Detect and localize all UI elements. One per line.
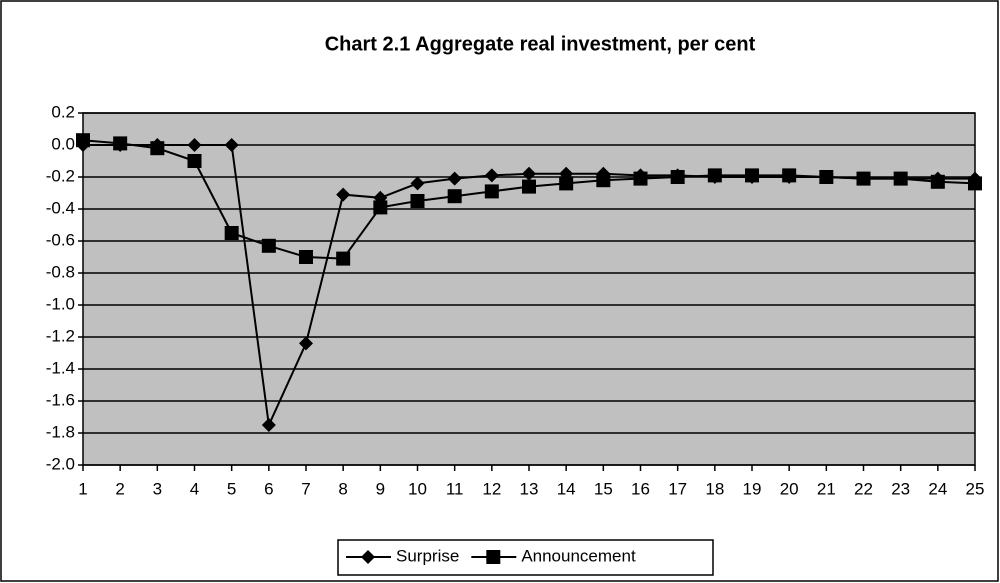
- marker: [819, 170, 834, 184]
- legend-label: Surprise: [396, 546, 459, 565]
- marker: [224, 226, 239, 240]
- x-tick-label: 17: [668, 479, 687, 498]
- marker: [261, 238, 276, 253]
- marker: [893, 171, 908, 186]
- marker: [299, 250, 313, 264]
- plot-area: [83, 113, 975, 465]
- y-tick-label: -1.8: [46, 422, 75, 441]
- marker: [930, 174, 945, 189]
- x-tick-label: 25: [966, 479, 985, 498]
- marker: [633, 171, 648, 186]
- marker: [447, 171, 462, 186]
- x-tick-label: 1: [78, 479, 87, 498]
- y-tick-label: 0.0: [51, 134, 75, 153]
- marker: [522, 179, 536, 194]
- x-tick-label: 23: [891, 479, 910, 498]
- marker: [299, 336, 313, 351]
- x-tick-label: 10: [408, 479, 427, 498]
- x-tick-label: 13: [520, 479, 539, 498]
- x-tick-label: 22: [854, 479, 873, 498]
- x-tick-label: 2: [115, 479, 124, 498]
- marker: [782, 168, 797, 183]
- marker: [707, 168, 722, 183]
- y-tick-label: -2.0: [46, 454, 75, 473]
- marker: [410, 194, 425, 208]
- y-tick-label: -1.4: [46, 358, 75, 377]
- legend-box: [337, 539, 714, 576]
- marker: [224, 138, 239, 152]
- marker: [670, 170, 685, 184]
- marker: [968, 176, 982, 191]
- marker: [559, 176, 574, 191]
- x-tick-label: 12: [482, 479, 501, 498]
- marker: [336, 251, 351, 266]
- marker: [361, 550, 375, 564]
- marker: [596, 173, 611, 188]
- marker: [261, 418, 276, 432]
- x-tick-label: 24: [928, 479, 947, 498]
- x-tick-label: 8: [338, 479, 347, 498]
- marker: [486, 550, 501, 564]
- y-tick-label: -1.2: [46, 326, 75, 345]
- x-tick-label: 15: [594, 479, 613, 498]
- x-tick-label: 3: [153, 479, 162, 498]
- x-tick-label: 20: [780, 479, 799, 498]
- x-tick-label: 16: [631, 479, 650, 498]
- marker: [336, 187, 351, 202]
- marker: [187, 138, 202, 152]
- marker: [410, 176, 425, 191]
- x-tick-label: 4: [190, 479, 199, 498]
- x-tick-label: 9: [376, 479, 385, 498]
- marker: [447, 189, 462, 204]
- x-tick-label: 6: [264, 479, 273, 498]
- marker: [113, 136, 128, 151]
- x-tick-label: 18: [705, 479, 724, 498]
- x-tick-label: 11: [446, 479, 464, 498]
- marker: [856, 171, 871, 186]
- chart-title: Chart 2.1 Aggregate real investment, per…: [325, 33, 756, 55]
- marker: [76, 133, 90, 148]
- legend-label: Announcement: [521, 546, 636, 565]
- y-tick-label: -0.2: [46, 166, 75, 185]
- x-tick-label: 19: [743, 479, 762, 498]
- marker: [745, 168, 759, 183]
- legend: Surprise Announcement: [337, 539, 714, 576]
- marker: [373, 200, 388, 215]
- y-tick-label: -1.6: [46, 390, 75, 409]
- y-tick-label: 0.2: [51, 102, 75, 121]
- x-tick-label: 14: [557, 479, 576, 498]
- y-tick-label: -0.8: [46, 262, 75, 281]
- x-tick-label: 21: [817, 479, 836, 498]
- y-tick-label: -0.4: [46, 198, 75, 217]
- y-tick-label: -0.6: [46, 230, 75, 249]
- x-tick-label: 7: [301, 479, 310, 498]
- marker: [484, 168, 499, 183]
- y-tick-label: -1.0: [46, 294, 75, 313]
- marker: [187, 154, 202, 168]
- marker: [522, 166, 536, 181]
- marker: [150, 141, 165, 156]
- marker: [484, 184, 499, 199]
- x-tick-label: 5: [227, 479, 236, 498]
